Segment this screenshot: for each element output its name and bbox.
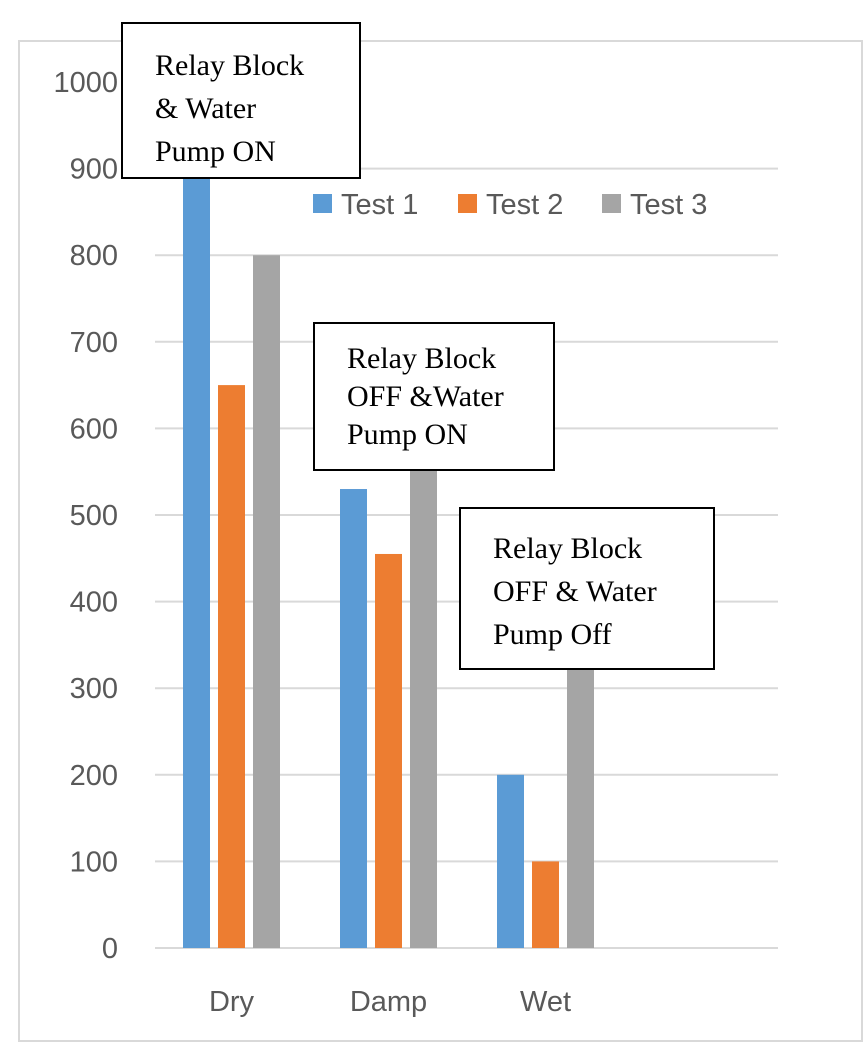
bar-test-2-damp bbox=[375, 553, 402, 948]
y-axis-ticks: 0 100 200 300 400 500 600 700 800 900 1000 bbox=[53, 67, 118, 965]
x-axis-categories: Dry Damp Wet bbox=[209, 986, 571, 1018]
legend-swatch bbox=[458, 194, 477, 213]
annotation-dry: Relay Block & Water Pump ON bbox=[121, 22, 361, 179]
bar-test-2-wet bbox=[532, 861, 559, 948]
legend: Test 1 Test 2 Test 3 bbox=[313, 189, 707, 221]
bar-test-2-dry bbox=[218, 385, 245, 949]
bar-test-1-wet bbox=[497, 774, 524, 948]
y-tick-label: 200 bbox=[70, 760, 118, 792]
y-tick-label: 1000 bbox=[53, 67, 118, 99]
legend-label: Test 2 bbox=[486, 189, 563, 221]
y-tick-label: 500 bbox=[70, 500, 118, 532]
bar-test-3-damp bbox=[410, 463, 437, 948]
y-tick-label: 900 bbox=[70, 154, 118, 186]
legend-label: Test 3 bbox=[630, 189, 707, 221]
bar-test-1-damp bbox=[340, 489, 367, 948]
y-tick-label: 600 bbox=[70, 413, 118, 445]
bar-test-3-dry bbox=[253, 255, 280, 948]
annotation-wet: Relay Block OFF & Water Pump Off bbox=[459, 507, 715, 670]
x-category-label: Dry bbox=[209, 986, 255, 1018]
bar-test-3-wet bbox=[567, 662, 594, 948]
y-tick-label: 100 bbox=[70, 846, 118, 878]
x-category-label: Wet bbox=[520, 986, 571, 1018]
y-tick-label: 700 bbox=[70, 327, 118, 359]
y-tick-label: 400 bbox=[70, 587, 118, 619]
bars bbox=[183, 168, 594, 949]
y-tick-label: 300 bbox=[70, 673, 118, 705]
y-tick-label: 0 bbox=[102, 933, 118, 965]
x-category-label: Damp bbox=[350, 986, 427, 1018]
legend-label: Test 1 bbox=[341, 189, 418, 221]
bar-test-1-dry bbox=[183, 168, 210, 949]
y-tick-label: 800 bbox=[70, 240, 118, 272]
legend-swatch bbox=[602, 194, 621, 213]
annotation-damp: Relay Block OFF &Water Pump ON bbox=[313, 322, 555, 471]
legend-swatch bbox=[313, 194, 332, 213]
chart-frame bbox=[18, 40, 863, 1042]
